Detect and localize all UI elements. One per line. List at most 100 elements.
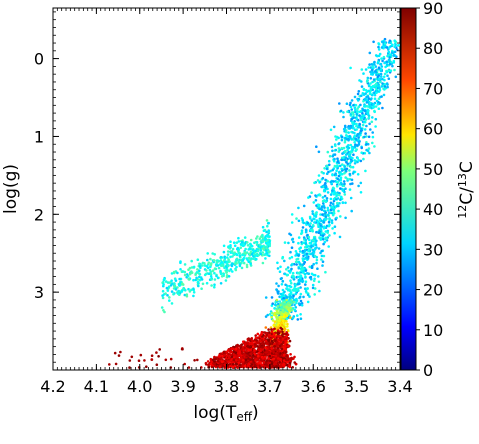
- scatter-point: [388, 56, 392, 59]
- scatter-point: [304, 269, 308, 272]
- scatter-point: [246, 352, 249, 355]
- scatter-point: [169, 357, 173, 361]
- y-tick-label: 0: [34, 50, 44, 69]
- scatter-point: [369, 101, 372, 105]
- scatter-point: [150, 358, 153, 361]
- scatter-point: [369, 128, 372, 131]
- scatter-point: [259, 361, 263, 365]
- scatter-point: [222, 244, 226, 248]
- scatter-point: [368, 51, 372, 55]
- scatter-point: [268, 359, 272, 363]
- scatter-point: [183, 362, 186, 366]
- scatter-point: [377, 74, 381, 77]
- scatter-point: [377, 45, 380, 49]
- scatter-point: [265, 230, 268, 234]
- scatter-point: [282, 297, 285, 300]
- scatter-point: [332, 197, 336, 201]
- scatter-point: [209, 257, 212, 261]
- scatter-point: [397, 44, 400, 47]
- scatter-point: [229, 359, 233, 362]
- scatter-point: [373, 91, 376, 94]
- scatter-point: [206, 252, 209, 255]
- scatter-point: [355, 117, 358, 120]
- scatter-point: [240, 351, 244, 355]
- scatter-point: [320, 254, 324, 258]
- scatter-point: [273, 344, 276, 348]
- scatter-point: [254, 237, 258, 240]
- scatter-point: [387, 50, 391, 54]
- scatter-point: [356, 173, 360, 176]
- scatter-point: [313, 237, 316, 240]
- scatter-point: [379, 72, 383, 76]
- scatter-point: [353, 122, 356, 126]
- scatter-point: [344, 156, 348, 159]
- scatter-point: [304, 289, 308, 293]
- scatter-point: [279, 265, 282, 269]
- scatter-point: [310, 272, 314, 276]
- scatter-point: [288, 357, 292, 360]
- scatter-point: [308, 265, 312, 269]
- scatter-point: [274, 354, 278, 358]
- scatter-point: [355, 122, 358, 126]
- scatter-point: [329, 197, 333, 201]
- scatter-point: [344, 131, 348, 134]
- scatter-point: [343, 168, 347, 171]
- scatter-point: [183, 293, 187, 297]
- scatter-point: [372, 106, 375, 109]
- scatter-point: [349, 143, 353, 147]
- scatter-point: [265, 362, 268, 365]
- scatter-point: [178, 293, 181, 297]
- scatter-point: [287, 312, 290, 316]
- scatter-point: [379, 63, 382, 66]
- scatter-point: [342, 146, 346, 150]
- scatter-point: [294, 292, 298, 296]
- scatter-point: [232, 252, 235, 255]
- scatter-point: [215, 261, 219, 264]
- scatter-point: [192, 278, 195, 282]
- scatter-point: [212, 259, 216, 262]
- scatter-point: [387, 77, 391, 80]
- scatter-point: [291, 296, 295, 300]
- scatter-point: [217, 266, 221, 270]
- scatter-point: [298, 247, 301, 250]
- scatter-point: [260, 338, 264, 342]
- scatter-point: [365, 124, 368, 128]
- scatter-point: [279, 339, 283, 342]
- scatter-point: [229, 255, 232, 259]
- scatter-point: [181, 347, 184, 351]
- scatter-point: [363, 105, 366, 108]
- scatter-point: [326, 187, 329, 191]
- scatter-point: [329, 128, 333, 132]
- scatter-point: [310, 266, 314, 270]
- scatter-point: [245, 263, 249, 267]
- scatter-point: [380, 57, 383, 60]
- scatter-point: [283, 328, 287, 331]
- scatter-point: [257, 253, 261, 257]
- scatter-point: [347, 146, 351, 150]
- scatter-point: [368, 151, 371, 155]
- scatter-point: [340, 167, 344, 171]
- scatter-point: [266, 248, 270, 251]
- scatter-point: [297, 241, 300, 245]
- scatter-point: [371, 68, 374, 72]
- y-axis-label: log(g): [1, 164, 21, 214]
- scatter-point: [207, 261, 211, 265]
- scatter-point: [262, 331, 266, 334]
- scatter-point: [323, 206, 326, 209]
- scatter-point: [336, 197, 340, 200]
- scatter-point: [286, 325, 289, 328]
- scatter-point: [252, 345, 255, 349]
- scatter-point: [180, 289, 184, 292]
- scatter-point: [352, 153, 355, 156]
- scatter-point: [343, 193, 347, 196]
- scatter-point: [351, 182, 354, 185]
- scatter-point: [333, 231, 336, 235]
- scatter-point: [289, 285, 293, 289]
- scatter-point: [360, 151, 364, 154]
- scatter-point: [267, 242, 270, 246]
- scatter-point: [358, 79, 361, 82]
- scatter-point: [257, 361, 260, 365]
- scatter-point: [291, 307, 295, 310]
- scatter-point: [190, 271, 194, 275]
- scatter-point: [256, 340, 259, 344]
